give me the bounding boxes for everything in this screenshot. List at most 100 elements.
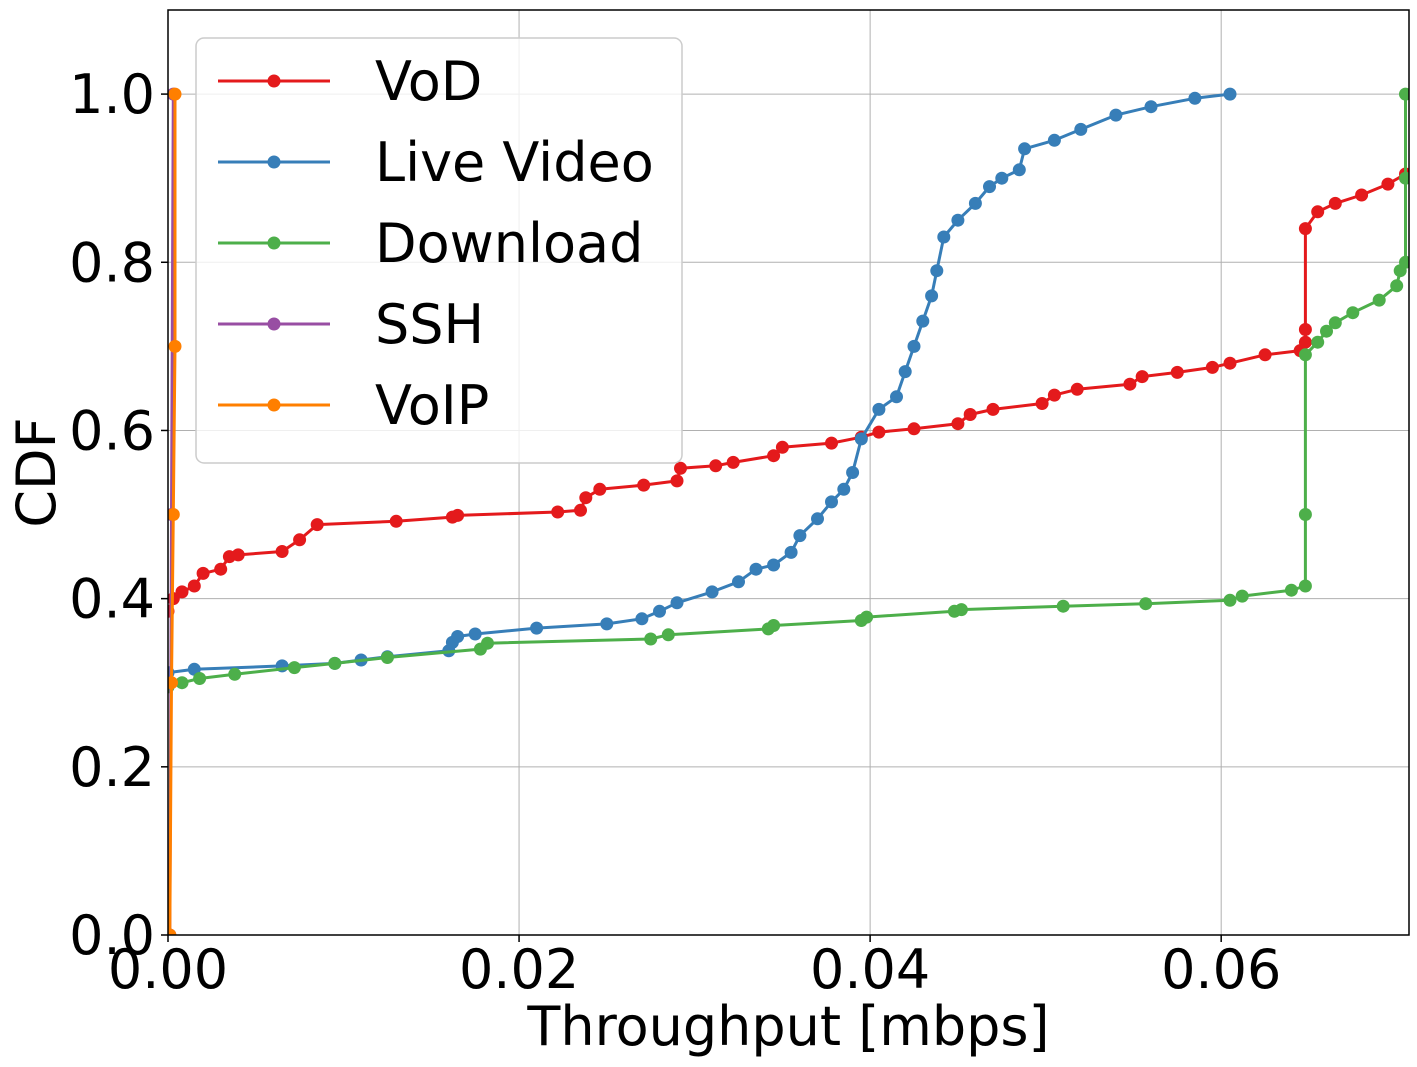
data-point — [1188, 91, 1202, 105]
data-point — [968, 196, 982, 210]
data-point — [732, 575, 745, 589]
data-point — [579, 491, 593, 505]
data-point — [644, 632, 658, 646]
data-point — [1298, 335, 1312, 349]
data-point — [872, 425, 886, 439]
data-point — [1109, 108, 1123, 122]
data-point — [175, 676, 189, 690]
data-point — [1346, 306, 1360, 320]
data-point — [1223, 593, 1237, 607]
y-axis-label: CDF — [5, 417, 68, 527]
data-point — [793, 529, 807, 543]
data-point — [775, 440, 789, 454]
data-point — [767, 558, 781, 572]
data-point — [275, 545, 289, 558]
data-point — [551, 505, 565, 519]
data-point — [600, 617, 614, 631]
data-point — [767, 449, 781, 463]
data-point — [196, 566, 210, 580]
data-point — [451, 630, 465, 643]
data-point — [916, 314, 930, 328]
data-point — [1012, 163, 1026, 177]
data-point — [1047, 133, 1061, 147]
x-tick-label: 0.02 — [459, 938, 579, 1001]
data-point — [310, 518, 324, 532]
data-point — [1328, 196, 1342, 210]
data-point — [1047, 388, 1061, 402]
data-point — [637, 478, 651, 492]
data-point — [951, 417, 965, 431]
data-point — [907, 339, 921, 353]
data-point — [854, 432, 868, 446]
data-point — [825, 495, 838, 509]
data-point — [767, 619, 781, 632]
x-tick-label: 0.06 — [1161, 938, 1281, 1001]
data-point — [709, 459, 723, 473]
data-point — [1284, 583, 1298, 597]
data-point — [1320, 324, 1333, 338]
data-point — [1056, 599, 1070, 613]
y-tick-label: 1.0 — [69, 63, 155, 126]
data-point — [1258, 348, 1272, 362]
data-point — [1328, 316, 1342, 330]
data-point — [1035, 397, 1049, 410]
legend-marker — [267, 74, 281, 88]
data-point — [287, 661, 301, 675]
data-point — [1298, 323, 1312, 336]
data-point — [1223, 356, 1237, 370]
data-point — [860, 610, 874, 624]
data-point — [811, 512, 824, 526]
data-point — [1399, 171, 1409, 185]
data-point — [784, 545, 798, 559]
data-point — [1311, 205, 1325, 219]
data-point — [168, 928, 177, 935]
data-point — [293, 533, 307, 547]
data-point — [1381, 177, 1395, 191]
data-point — [187, 579, 201, 593]
data-point — [214, 562, 228, 576]
data-point — [1144, 100, 1158, 114]
x-axis-ticks: 0.00 0.02 0.04 0.06 — [108, 935, 1281, 1001]
data-point — [1170, 365, 1184, 379]
legend-label: SSH — [375, 293, 484, 356]
data-point — [907, 422, 921, 436]
legend-label: VoD — [375, 50, 482, 113]
data-point — [635, 612, 649, 626]
y-tick-label: 0.4 — [69, 568, 155, 631]
data-point — [1139, 597, 1153, 611]
data-point — [168, 87, 182, 101]
legend-label: Download — [375, 212, 643, 275]
data-point — [574, 503, 587, 517]
data-point — [481, 636, 494, 650]
y-tick-label: 0.2 — [69, 736, 155, 799]
legend-item: Live Video — [218, 131, 654, 194]
data-point — [1311, 335, 1325, 349]
data-point — [168, 676, 178, 690]
data-point — [1123, 377, 1137, 391]
data-point — [963, 408, 977, 421]
data-point — [995, 171, 1009, 185]
data-point — [231, 548, 245, 562]
x-axis-label: Throughput [mbps] — [526, 995, 1049, 1058]
data-point — [1298, 579, 1312, 593]
data-point — [1390, 279, 1404, 293]
data-point — [951, 213, 965, 227]
legend: VoD Live Video Download SSH VoIP — [195, 37, 683, 464]
data-point — [670, 596, 684, 610]
data-point — [451, 508, 465, 522]
x-tick-label: 0.00 — [108, 938, 228, 1001]
data-point — [749, 562, 763, 576]
series-layer — [168, 87, 1409, 935]
legend-marker — [267, 317, 281, 331]
legend-label: Live Video — [375, 131, 654, 194]
data-point — [1399, 255, 1409, 269]
data-point — [925, 289, 939, 303]
data-point — [930, 264, 944, 278]
data-point — [228, 667, 242, 681]
data-point — [175, 585, 189, 599]
data-point — [1018, 142, 1032, 156]
data-point — [530, 621, 544, 635]
data-point — [872, 402, 886, 416]
legend-item: Download — [218, 212, 643, 275]
data-point — [168, 339, 182, 353]
